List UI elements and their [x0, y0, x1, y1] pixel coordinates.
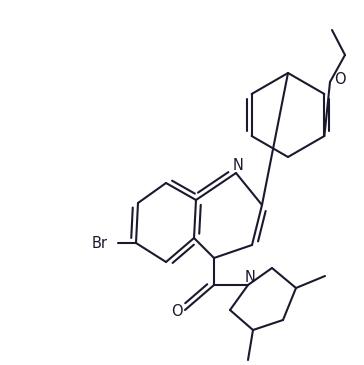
Text: N: N [245, 269, 256, 284]
Text: N: N [233, 158, 244, 173]
Text: O: O [171, 304, 183, 319]
Text: O: O [334, 73, 346, 88]
Text: Br: Br [92, 235, 108, 250]
